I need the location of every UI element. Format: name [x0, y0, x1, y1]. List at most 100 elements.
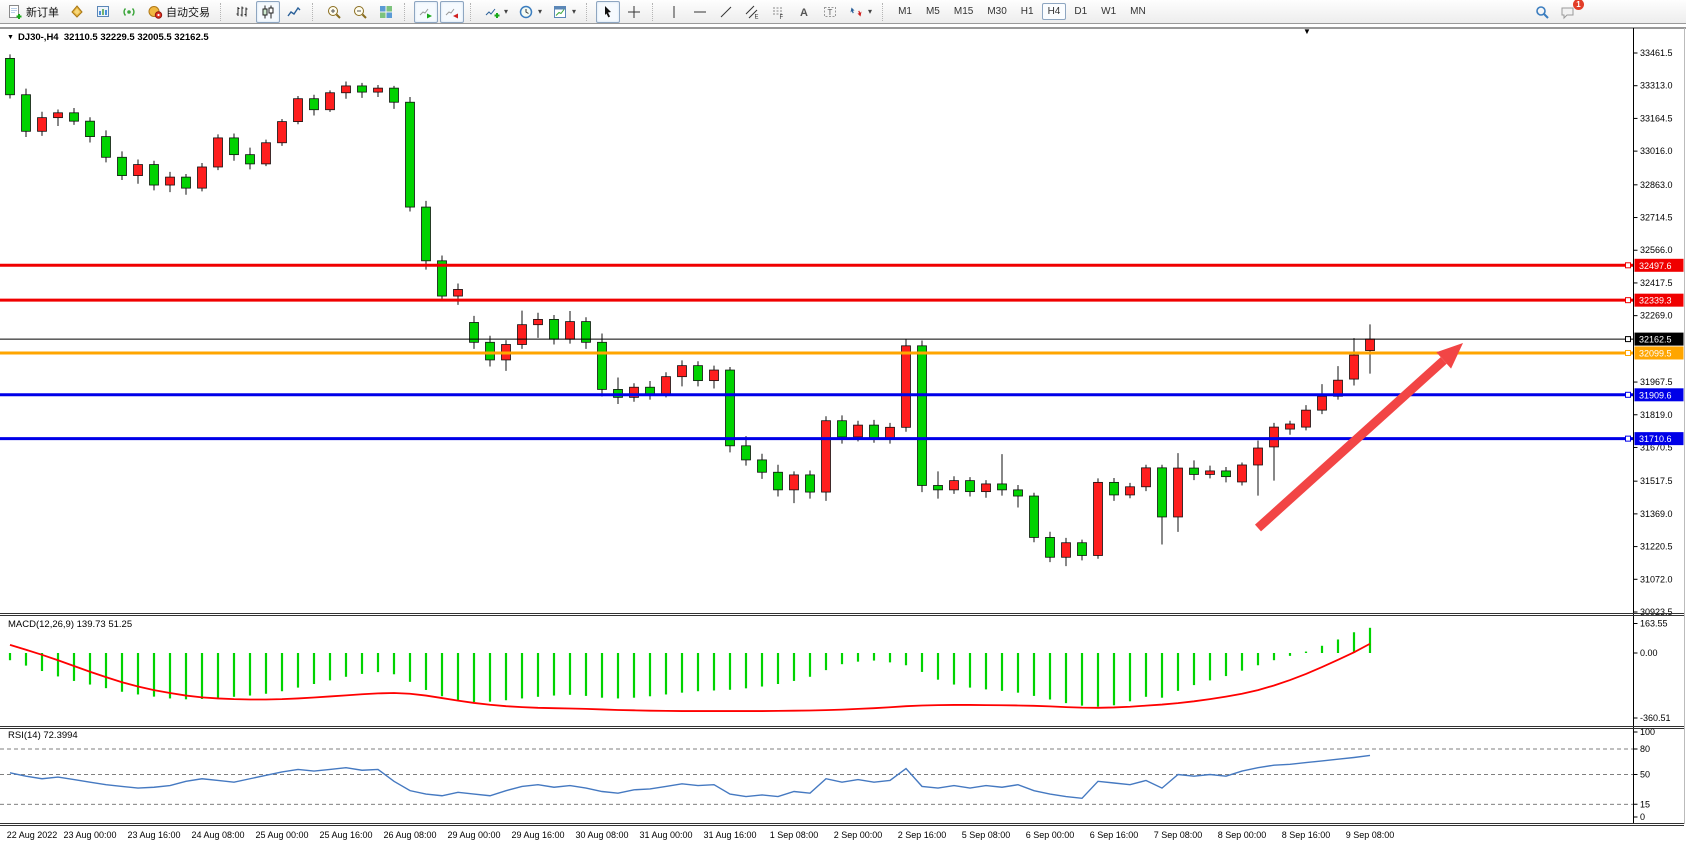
timeframe-h1-button[interactable]: H1	[1020, 6, 1034, 17]
svg-text:22 Aug 2022: 22 Aug 2022	[7, 830, 58, 840]
crosshair-button[interactable]	[622, 1, 646, 23]
svg-text:32863.0: 32863.0	[1640, 180, 1673, 190]
candlestick-button[interactable]	[256, 0, 280, 23]
candlestick-icon	[260, 4, 276, 20]
collapse-arrow-icon[interactable]: ▼	[7, 34, 14, 41]
candlestick-series	[5, 54, 1375, 567]
vertical-line-button[interactable]	[662, 1, 686, 23]
toolbar-right-tools: 1	[1529, 0, 1584, 23]
chart-canvas[interactable]: 33461.5 33313.0 33164.5 33016.0 32863.0 32714…	[0, 24, 1686, 846]
trendline-button[interactable]	[714, 1, 738, 23]
text-label-button[interactable]: T	[818, 1, 842, 23]
timeframe-d1-button[interactable]: D1	[1074, 6, 1088, 17]
market-watch-button[interactable]	[91, 1, 115, 23]
button-label: 新订单	[26, 6, 59, 19]
templates-icon	[552, 4, 568, 20]
text-icon: A	[796, 4, 812, 20]
toolbar-separator	[652, 2, 657, 21]
rsi-panel: 100 80 50 15 0	[0, 727, 1655, 822]
search-button[interactable]	[1530, 1, 1554, 23]
chart-window: 33461.5 33313.0 33164.5 33016.0 32863.0 32714…	[0, 24, 1686, 846]
svg-text:31 Aug 16:00: 31 Aug 16:00	[703, 830, 756, 840]
text-button[interactable]: A	[792, 1, 816, 23]
gold-seal-icon	[69, 4, 85, 20]
timeframe-m5-button[interactable]: M5	[925, 6, 940, 17]
svg-text:80: 80	[1640, 744, 1650, 754]
svg-text:31670.5: 31670.5	[1640, 442, 1673, 452]
timeframe-m30-button[interactable]: M30	[987, 6, 1007, 17]
svg-text:15: 15	[1640, 799, 1650, 809]
indicators-icon	[484, 4, 500, 20]
timeframe-mn-button[interactable]: MN	[1130, 6, 1146, 17]
svg-text:32497.6: 32497.6	[1639, 261, 1672, 271]
gold-seal-button[interactable]	[65, 1, 89, 23]
fibonacci-icon: F	[770, 4, 786, 20]
auto-scroll-button[interactable]	[414, 0, 438, 23]
svg-text:31967.5: 31967.5	[1640, 377, 1673, 387]
zoom-out-button[interactable]	[348, 1, 372, 23]
channel-button[interactable]: E	[740, 1, 764, 23]
svg-text:32714.5: 32714.5	[1640, 213, 1673, 223]
toolbar-separator	[586, 2, 591, 21]
svg-text:30923.5: 30923.5	[1640, 607, 1673, 617]
horizontal-line-button[interactable]	[688, 1, 712, 23]
zoom-out-icon	[352, 4, 368, 20]
cursor-button[interactable]	[596, 0, 621, 23]
svg-text:32566.0: 32566.0	[1640, 245, 1673, 255]
horizontal-line-icon	[692, 4, 708, 20]
toolbar-separator	[404, 2, 409, 21]
svg-text:9 Sep 08:00: 9 Sep 08:00	[1346, 830, 1395, 840]
templates-button[interactable]: ▾	[548, 1, 580, 23]
tile-windows-button[interactable]	[374, 1, 398, 23]
timeframe-m1-button[interactable]: M1	[898, 6, 912, 17]
chevron-down-icon[interactable]: ▾	[572, 7, 577, 16]
svg-text:31072.0: 31072.0	[1640, 574, 1673, 584]
timeframe-h4-button[interactable]: H4	[1041, 3, 1067, 20]
tile-windows-icon	[378, 4, 394, 20]
price-axis[interactable]: 33461.5 33313.0 33164.5 33016.0 32863.0 32714…	[1625, 28, 1684, 824]
chevron-down-icon[interactable]: ▾	[504, 7, 509, 16]
autotrading-button[interactable]: 自动交易	[143, 1, 214, 23]
svg-text:23 Aug 00:00: 23 Aug 00:00	[63, 830, 116, 840]
market-watch-icon	[95, 4, 111, 20]
svg-text:23 Aug 16:00: 23 Aug 16:00	[127, 830, 180, 840]
svg-text:26 Aug 08:00: 26 Aug 08:00	[383, 830, 436, 840]
zoom-in-button[interactable]	[322, 1, 346, 23]
toolbar-separator	[312, 2, 317, 21]
macd-panel: 163.55 0.00 -360.51	[8, 619, 1671, 723]
indicators-button[interactable]: ▾	[480, 1, 512, 23]
trend-arrow[interactable]	[1254, 343, 1463, 532]
new-order-button[interactable]: 新订单	[3, 1, 63, 23]
svg-text:32339.3: 32339.3	[1639, 296, 1672, 306]
svg-text:2 Sep 16:00: 2 Sep 16:00	[898, 830, 947, 840]
fibonacci-button[interactable]: F	[766, 1, 790, 23]
arrows-button[interactable]: ▾	[844, 1, 876, 23]
svg-text:32269.0: 32269.0	[1640, 311, 1673, 321]
signal-icon	[121, 4, 137, 20]
periods-button[interactable]: ▾	[514, 1, 546, 23]
notification-badge: 1	[1573, 0, 1584, 10]
toolbar-separator	[470, 2, 475, 21]
signal-button[interactable]	[117, 1, 141, 23]
chart-symbol-period: DJ30-,H4	[17, 32, 59, 43]
timeframe-m15-button[interactable]: M15	[953, 6, 974, 17]
chart-title: ▼ DJ30-,H4 32110.5 32229.5 32005.5 32162.…	[7, 32, 209, 43]
time-axis[interactable]: 22 Aug 2022 23 Aug 00:00 23 Aug 16:00 24 Au…	[7, 830, 1395, 840]
svg-text:31819.0: 31819.0	[1640, 410, 1673, 420]
svg-text:A: A	[800, 7, 808, 19]
cursor-icon	[600, 4, 616, 20]
chart-shift-button[interactable]	[440, 0, 464, 23]
bar-chart-button[interactable]	[230, 1, 254, 23]
toolbar: 新订单 自动交易 ▾ ▾ ▾ E F A T ▾ M1 M5 M15 M30 H1 H4 D1 W1 MN 1	[0, 0, 1686, 24]
svg-text:5 Sep 08:00: 5 Sep 08:00	[962, 830, 1011, 840]
chat-icon	[1560, 4, 1576, 20]
chevron-down-icon[interactable]: ▾	[868, 7, 873, 16]
channel-icon: E	[744, 4, 760, 20]
chart-shift-icon	[444, 4, 460, 20]
timeframe-w1-button[interactable]: W1	[1101, 6, 1117, 17]
chevron-down-icon[interactable]: ▾	[538, 7, 543, 16]
chat-button[interactable]: 1	[1556, 0, 1584, 23]
svg-text:33164.5: 33164.5	[1640, 113, 1673, 123]
chart-menu-arrow-icon[interactable]: ▼	[1303, 27, 1311, 36]
line-chart-button[interactable]	[282, 1, 306, 23]
